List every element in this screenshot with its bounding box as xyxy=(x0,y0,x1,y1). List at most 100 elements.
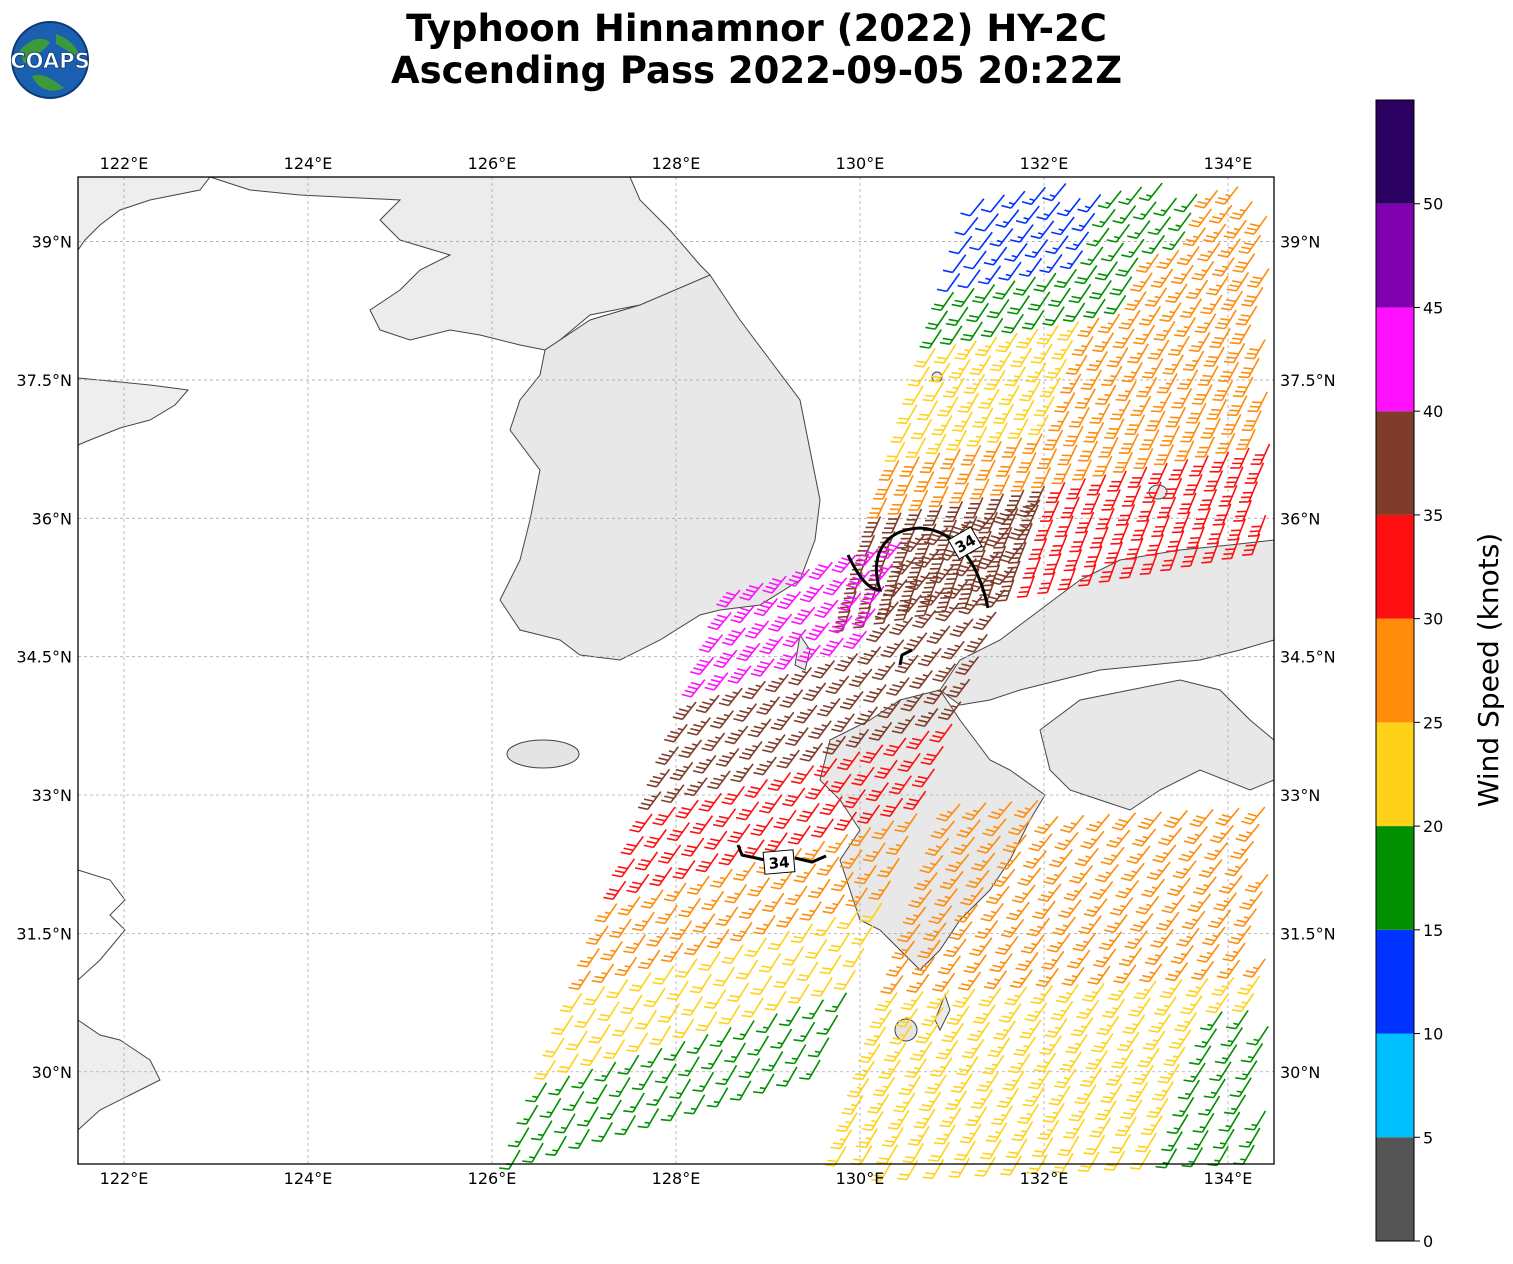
wind-barb xyxy=(1075,511,1095,534)
wind-barb xyxy=(1203,470,1224,492)
wind-barb xyxy=(946,1005,970,1026)
wind-barb xyxy=(1041,950,1065,970)
wind-barb xyxy=(1225,1009,1249,1030)
wind-barb xyxy=(1011,1121,1034,1142)
tanegashima xyxy=(934,993,951,1032)
wind-barb xyxy=(1192,876,1217,895)
wind-barb xyxy=(851,766,875,786)
wind-barb xyxy=(911,768,936,788)
wind-barb xyxy=(1042,306,1065,326)
wind-barb xyxy=(732,1020,755,1041)
wind-barb xyxy=(858,1043,881,1064)
colorbar-bin xyxy=(1376,1137,1414,1241)
wind-barb xyxy=(915,549,940,568)
wind-barb xyxy=(1127,343,1149,364)
wind-barb xyxy=(747,1035,770,1056)
wind-barb xyxy=(1214,186,1239,205)
wind-barb xyxy=(701,1049,723,1070)
colorbar-bin xyxy=(1376,1033,1414,1138)
wind-barb xyxy=(1226,395,1248,417)
colorbar-tick-label: 30 xyxy=(1423,610,1443,629)
wind-barb xyxy=(965,869,990,889)
wind-barb xyxy=(1120,862,1145,882)
wind-barb xyxy=(768,613,793,632)
wind-barb xyxy=(943,938,967,958)
wind-barb xyxy=(1080,492,1101,515)
wind-barb xyxy=(1077,440,1099,462)
wind-barb xyxy=(712,966,736,987)
wind-barb xyxy=(885,835,909,856)
wind-barb xyxy=(1059,814,1085,834)
wind-barb xyxy=(1024,362,1047,383)
wind-barb xyxy=(1215,807,1240,826)
wind-barb xyxy=(672,701,697,721)
wind-barb xyxy=(1065,1034,1088,1054)
wind-barb xyxy=(966,302,990,323)
wind-barb xyxy=(863,1026,887,1046)
wind-barb xyxy=(1235,823,1260,843)
wind-barb xyxy=(1126,1082,1149,1102)
wind-barb xyxy=(913,347,936,368)
wind-barb xyxy=(882,1126,904,1148)
wind-barb xyxy=(568,1128,590,1150)
wind-barb xyxy=(1054,392,1076,413)
wind-barb xyxy=(1194,1028,1218,1048)
wind-barb xyxy=(983,370,1006,391)
lat-tick-label: 30°N xyxy=(1280,1063,1320,1082)
wind-barb xyxy=(1176,927,1200,947)
coaps-logo: COAPS xyxy=(10,21,90,99)
wind-barb xyxy=(857,804,881,824)
wind-barb xyxy=(1094,863,1119,883)
wind-barb xyxy=(984,528,1009,548)
wind-barb xyxy=(922,504,943,526)
wind-barb xyxy=(1069,865,1094,884)
wind-barb xyxy=(951,411,973,432)
wind-barb xyxy=(1209,824,1234,844)
wind-barb xyxy=(1232,253,1256,273)
shikoku xyxy=(1039,679,1275,811)
wind-barb xyxy=(1000,918,1025,938)
kyushu xyxy=(819,689,1046,971)
wind-barb xyxy=(1015,951,1039,972)
wind-barb xyxy=(841,1095,864,1115)
wind-barb xyxy=(1054,831,1079,851)
wind-barb xyxy=(730,604,755,624)
wind-barb xyxy=(597,1001,620,1022)
wind-barb xyxy=(972,1004,996,1024)
wind-barb xyxy=(623,934,647,954)
wind-barb xyxy=(614,1114,637,1136)
wind-barb xyxy=(1026,917,1051,937)
wind-barb xyxy=(937,701,962,721)
wind-barb xyxy=(1165,283,1188,304)
wind-barb xyxy=(649,1025,672,1046)
wind-barb xyxy=(1119,556,1138,579)
wind-barb xyxy=(861,516,882,538)
wind-barb xyxy=(1168,459,1189,481)
wind-barb xyxy=(1037,1119,1060,1140)
wind-barb xyxy=(866,623,891,643)
wind-barb xyxy=(1188,331,1211,353)
wind-barb xyxy=(741,680,766,700)
wind-barb xyxy=(976,835,1001,854)
wind-barb xyxy=(1155,911,1180,931)
wind-barb xyxy=(1178,843,1203,862)
wind-barb xyxy=(1168,335,1190,356)
wind-barb xyxy=(1009,969,1033,989)
wind-barb xyxy=(956,1056,979,1076)
wind-barb xyxy=(620,994,643,1015)
wind-barb xyxy=(655,746,680,766)
lon-tick-label: 128°E xyxy=(652,154,701,173)
wind-barb xyxy=(1021,186,1046,206)
wind-barb xyxy=(825,992,848,1013)
wind-barb xyxy=(1001,437,1023,458)
wind-barb xyxy=(932,972,956,992)
wind-barb xyxy=(1141,878,1166,898)
wind-barb xyxy=(957,971,982,991)
wind-barb xyxy=(1194,313,1217,334)
wind-barb xyxy=(1036,448,1058,470)
wind-barb xyxy=(965,1106,988,1127)
wind-barb xyxy=(960,321,983,342)
wind-barb xyxy=(765,673,789,693)
wind-barb xyxy=(591,963,615,984)
wind-barb xyxy=(920,745,944,766)
